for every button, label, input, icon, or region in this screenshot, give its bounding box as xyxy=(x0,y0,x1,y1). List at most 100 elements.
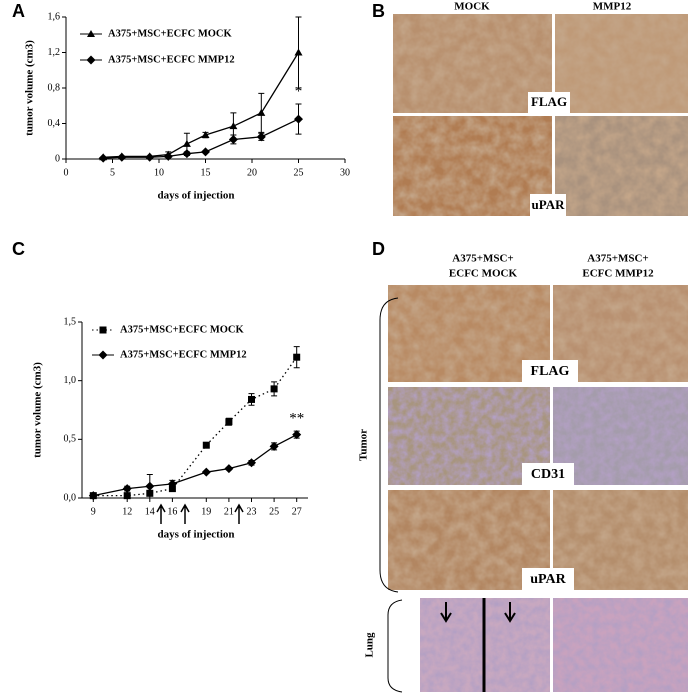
x-tick-label: 27 xyxy=(292,506,302,517)
y-tick-label: 1,6 xyxy=(48,11,61,22)
marker xyxy=(201,467,211,477)
series-line xyxy=(103,118,299,159)
y-tick-label: 1,5 xyxy=(64,316,77,327)
legend-marker xyxy=(87,30,95,37)
y-tick-label: 0,0 xyxy=(64,492,77,503)
x-tick-label: 9 xyxy=(91,506,96,517)
marker xyxy=(145,481,155,491)
x-tick-label: 23 xyxy=(247,506,257,517)
marker xyxy=(168,485,176,493)
column-label: A375+MSC+ xyxy=(452,253,513,265)
marker xyxy=(269,441,279,451)
y-tick-label: 0,4 xyxy=(48,118,61,129)
y-tick-label: 1,2 xyxy=(48,47,61,58)
x-tick-label: 21 xyxy=(224,506,234,517)
label-box xyxy=(522,463,574,485)
annotation: * xyxy=(295,83,303,99)
marker xyxy=(228,134,238,144)
stain-label: uPAR xyxy=(532,197,566,212)
annotation: ** xyxy=(289,411,304,427)
marker xyxy=(163,151,173,161)
legend-marker xyxy=(86,55,96,65)
series-line xyxy=(103,52,300,158)
y-tick-label: 0,8 xyxy=(48,82,61,93)
column-label: ECFC MMP12 xyxy=(582,268,654,280)
marker xyxy=(225,418,233,426)
arrow xyxy=(180,503,190,524)
column-label: MOCK xyxy=(454,1,490,13)
x-tick-label: 10 xyxy=(154,167,164,178)
bracket xyxy=(387,599,403,693)
y-tick-label: 1,0 xyxy=(64,375,77,386)
arrow xyxy=(440,602,452,623)
micrograph-texture xyxy=(393,116,552,216)
bracket xyxy=(379,297,399,593)
legend-label: A375+MSC+ECFC MOCK xyxy=(120,324,245,335)
label-box xyxy=(522,568,574,590)
marker xyxy=(88,491,98,501)
marker xyxy=(202,441,210,449)
row-label: Tumor xyxy=(358,429,370,461)
panel-d-images: FLAG CD31 uPAR A375+MSC+ ECFC MOCK A375+… xyxy=(358,253,688,693)
legend-marker xyxy=(99,326,107,334)
micrograph-texture xyxy=(393,14,552,113)
x-tick-label: 20 xyxy=(247,167,257,178)
marker xyxy=(201,147,210,157)
x-tick-label: 30 xyxy=(340,167,350,178)
marker xyxy=(294,114,303,124)
panel-letter: B xyxy=(372,1,385,21)
marker xyxy=(257,108,266,116)
stain-label: FLAG xyxy=(531,364,570,379)
marker xyxy=(167,479,177,489)
stain-label: FLAG xyxy=(531,94,567,109)
micrograph-texture xyxy=(553,598,688,692)
column-label: ECFC MOCK xyxy=(449,268,518,280)
micrograph-texture xyxy=(555,14,688,113)
treatment-arrows xyxy=(156,503,244,524)
marker xyxy=(182,149,192,159)
x-tick-label: 0 xyxy=(64,167,69,178)
label-box xyxy=(522,360,578,382)
marker xyxy=(248,395,255,403)
label-box xyxy=(528,92,570,114)
x-tick-label: 5 xyxy=(110,167,115,178)
marker xyxy=(182,139,191,147)
x-tick-label: 14 xyxy=(145,506,155,517)
legend-label: A375+MSC+ECFC MMP12 xyxy=(108,54,235,65)
marker xyxy=(294,48,303,56)
row-label: Lung xyxy=(364,632,376,658)
legend-label: A375+MSC+ECFC MOCK xyxy=(108,28,233,39)
label-box xyxy=(530,194,566,216)
stain-label: uPAR xyxy=(530,572,566,587)
x-axis-label: days of injection xyxy=(158,190,235,202)
marker xyxy=(293,353,301,361)
x-tick-label: 15 xyxy=(201,167,211,178)
x-tick-label: 19 xyxy=(201,506,211,517)
micrograph-texture xyxy=(553,387,688,485)
series-line xyxy=(93,434,297,497)
marker xyxy=(201,131,210,139)
y-axis-label: tumor volume (cm3) xyxy=(24,40,36,136)
marker xyxy=(122,484,132,494)
stain-label: CD31 xyxy=(531,467,565,482)
arrow xyxy=(156,503,166,524)
y-tick-label: 0,5 xyxy=(64,434,77,445)
x-tick-label: 25 xyxy=(269,506,279,517)
marker xyxy=(256,132,266,142)
y-axis-label: tumor volume (cm3) xyxy=(32,362,44,458)
marker xyxy=(292,430,302,440)
column-label: A375+MSC+ xyxy=(587,253,648,265)
x-tick-label: 12 xyxy=(122,506,132,517)
marker xyxy=(224,464,234,474)
legend-label: A375+MSC+ECFC MMP12 xyxy=(120,349,247,360)
y-tick-label: 0 xyxy=(55,153,60,164)
marker xyxy=(123,492,131,500)
legend-marker xyxy=(98,350,108,360)
x-tick-label: 25 xyxy=(294,167,304,178)
column-label: MMP12 xyxy=(593,1,632,13)
panel-letter: C xyxy=(12,239,25,259)
arrow xyxy=(234,503,244,524)
panel-letter: A xyxy=(12,1,25,21)
series-line xyxy=(93,356,298,497)
